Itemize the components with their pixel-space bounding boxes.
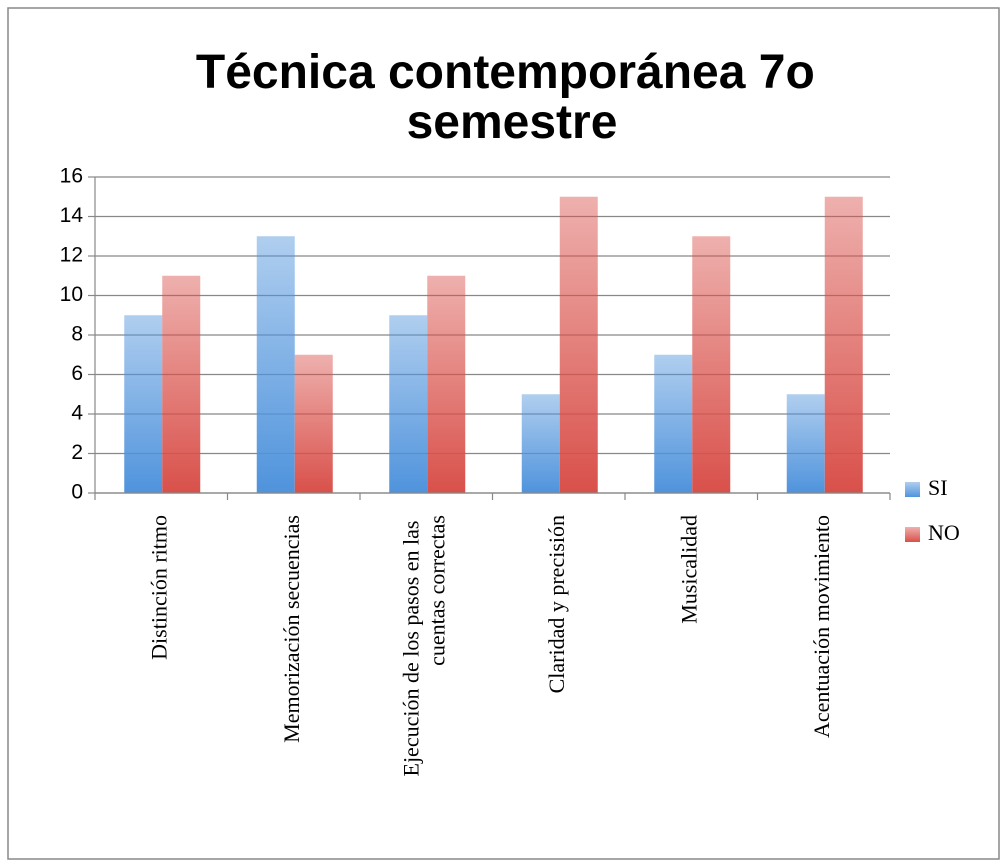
y-tick-label: 4	[71, 402, 83, 425]
bar	[559, 196, 598, 493]
x-tick-label: Ejecución de los pasos en las cuentas co…	[398, 515, 449, 777]
chart-title: Técnica contemporánea 7o semestre	[196, 46, 828, 149]
legend-label: NO	[928, 520, 960, 545]
bar	[692, 236, 731, 493]
legend-label: SI	[928, 475, 948, 500]
bar	[521, 394, 560, 493]
y-tick-label: 12	[60, 244, 83, 267]
bar	[256, 236, 295, 493]
x-tick-label: Memorización secuencias	[279, 515, 304, 743]
x-tick-label: Claridad y precisión	[544, 515, 569, 693]
y-tick-label: 8	[71, 323, 83, 346]
y-tick-label: 2	[71, 441, 83, 464]
y-tick-label: 14	[60, 204, 84, 227]
bar	[294, 354, 333, 493]
bar	[786, 394, 825, 493]
bar	[162, 275, 201, 493]
x-tick-label: Acentuación movimiento	[809, 515, 834, 738]
legend-swatch	[905, 527, 920, 542]
y-tick-label: 10	[60, 283, 83, 306]
x-tick-label: Distinción ritmo	[146, 515, 171, 660]
bar	[427, 275, 466, 493]
bar	[824, 196, 863, 493]
bar	[389, 315, 428, 493]
x-tick-label: Musicalidad	[676, 515, 701, 624]
bar	[654, 354, 693, 493]
y-tick-label: 0	[71, 481, 83, 504]
legend-swatch	[905, 482, 920, 497]
y-tick-label: 16	[60, 165, 83, 188]
y-tick-label: 6	[71, 362, 83, 385]
bar	[124, 315, 163, 493]
